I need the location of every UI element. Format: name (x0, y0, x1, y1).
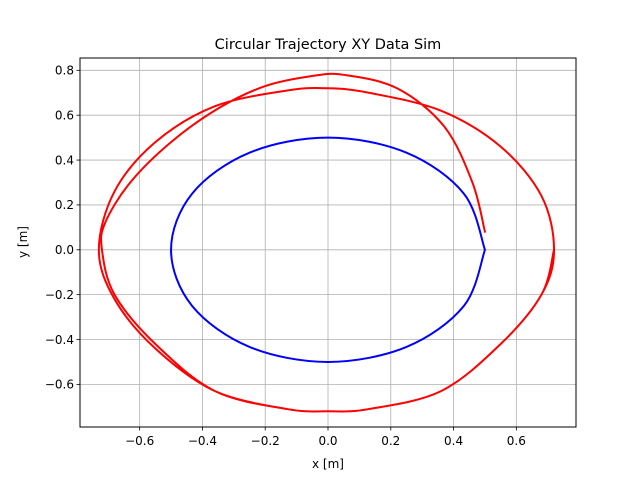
x-tick-label: −0.6 (125, 434, 154, 448)
x-tick-label: 0.0 (318, 434, 337, 448)
x-tick-label: 0.6 (507, 434, 526, 448)
chart-title: Circular Trajectory XY Data Sim (215, 37, 442, 53)
y-tick-label: −0.6 (45, 378, 74, 392)
x-tick-label: 0.4 (444, 434, 463, 448)
y-tick-label: −0.4 (45, 333, 74, 347)
series-layer (97, 72, 556, 413)
y-axis-label: y [m] (16, 226, 30, 258)
y-tick-label: 0.4 (55, 153, 74, 167)
x-tick-label: −0.4 (188, 434, 217, 448)
x-tick-label: 0.2 (381, 434, 400, 448)
x-tick-label: −0.2 (251, 434, 280, 448)
y-tick-label: 0.0 (55, 243, 74, 257)
x-axis-label: x [m] (312, 457, 344, 471)
y-tick-label: −0.2 (45, 288, 74, 302)
grid (80, 58, 576, 427)
y-tick-label: 0.8 (55, 64, 74, 78)
ticks: −0.6 −0.4 −0.2 0.0 0.2 0.4 0.6 −0.6 −0.4 −0.2 0.0 0… (45, 64, 526, 448)
series-line-0 (170, 136, 486, 363)
series-line-1 (97, 72, 556, 413)
y-tick-label: 0.2 (55, 198, 74, 212)
y-tick-label: 0.6 (55, 109, 74, 123)
